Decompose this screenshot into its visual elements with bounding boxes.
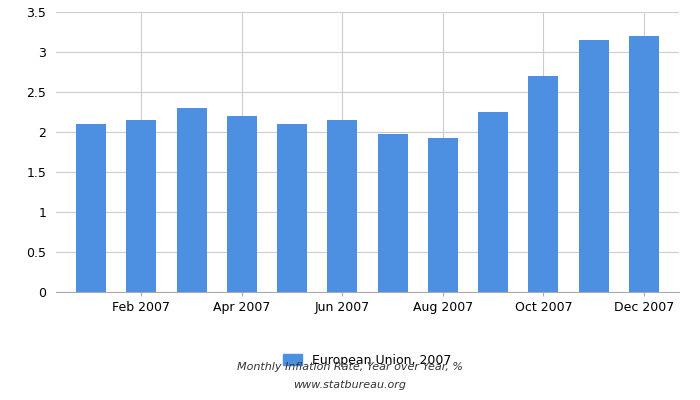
Legend: European Union, 2007: European Union, 2007 xyxy=(279,349,456,372)
Bar xyxy=(76,124,106,292)
Bar xyxy=(377,134,407,292)
Bar xyxy=(478,112,508,292)
Bar xyxy=(528,76,559,292)
Text: Monthly Inflation Rate, Year over Year, %: Monthly Inflation Rate, Year over Year, … xyxy=(237,362,463,372)
Text: www.statbureau.org: www.statbureau.org xyxy=(293,380,407,390)
Bar xyxy=(328,120,358,292)
Bar xyxy=(227,116,257,292)
Bar xyxy=(578,40,609,292)
Bar xyxy=(277,124,307,292)
Bar xyxy=(629,36,659,292)
Bar xyxy=(176,108,206,292)
Bar xyxy=(126,120,157,292)
Bar xyxy=(428,138,458,292)
